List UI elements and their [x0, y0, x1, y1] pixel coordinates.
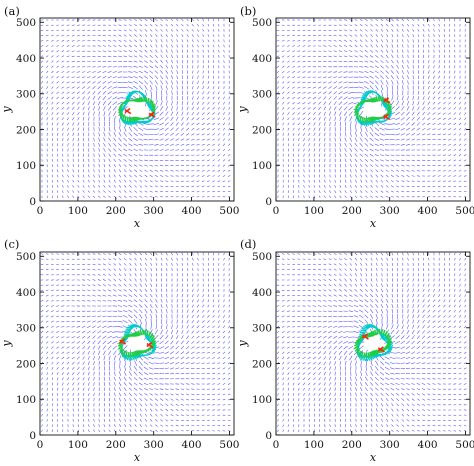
vector-field — [276, 18, 467, 199]
x-axis-label: x — [134, 217, 141, 230]
x-tick-label: 500 — [455, 205, 474, 217]
x-tick-label: 200 — [106, 439, 126, 451]
x-axis-label: x — [370, 217, 377, 230]
plot-frame — [39, 17, 235, 202]
x-tick-label: 200 — [342, 439, 362, 451]
y-tick-label: 0 — [265, 196, 272, 208]
y-tick-label: 0 — [265, 430, 272, 442]
y-axis-label: y — [236, 340, 249, 348]
y-tick-label: 400 — [16, 53, 36, 65]
y-tick-label: 100 — [252, 394, 272, 406]
x-tick-label: 200 — [342, 205, 362, 217]
y-tick-label: 100 — [16, 160, 36, 172]
x-tick-label: 500 — [455, 439, 474, 451]
y-axis-label: y — [0, 340, 13, 348]
plot-frame — [275, 251, 471, 436]
x-tick-label: 100 — [68, 439, 88, 451]
hot-spot-2 — [377, 346, 385, 353]
panel-b: 0 100 200 300 400 500 0 100 200 300 400 500 x y (b) — [236, 4, 474, 230]
x-tick-label: 0 — [273, 439, 280, 451]
panel-label: (a) — [4, 4, 20, 18]
vector-field — [276, 252, 467, 433]
y-tick-label: 0 — [29, 430, 36, 442]
y-tick-label: 400 — [16, 287, 36, 299]
y-tick-label: 300 — [252, 89, 272, 101]
x-tick-label: 100 — [304, 205, 324, 217]
y-axis-label: y — [0, 106, 13, 114]
x-tick-label: 0 — [273, 205, 280, 217]
hot-spot-1 — [119, 338, 127, 345]
y-tick-label: 300 — [16, 89, 36, 101]
x-tick-label: 100 — [68, 205, 88, 217]
y-tick-label: 200 — [16, 124, 36, 136]
x-tick-label: 400 — [182, 439, 202, 451]
y-tick-label: 500 — [16, 251, 36, 263]
panel-c: 0 100 200 300 400 500 0 100 200 300 400 500 x y (c) — [0, 237, 239, 464]
y-tick-label: 400 — [252, 53, 272, 65]
x-tick-label: 0 — [37, 439, 44, 451]
panel-label: (c) — [4, 237, 19, 251]
x-tick-label: 500 — [219, 439, 239, 451]
panel-d: 0 100 200 300 400 500 0 100 200 300 400 500 x y (d) — [236, 237, 474, 464]
y-tick-label: 200 — [252, 124, 272, 136]
y-tick-label: 500 — [252, 251, 272, 263]
x-tick-label: 100 — [304, 439, 324, 451]
y-tick-label: 100 — [252, 160, 272, 172]
y-tick-label: 100 — [16, 394, 36, 406]
panel-a: 0 100 200 300 400 500 0 100 200 300 400 500 x y (a) — [0, 4, 239, 230]
y-tick-label: 500 — [252, 17, 272, 29]
hot-spot-1 — [148, 111, 156, 118]
vector-field — [40, 18, 231, 199]
panel-label: (d) — [240, 237, 256, 251]
y-tick-label: 500 — [16, 17, 36, 29]
y-tick-label: 0 — [29, 196, 36, 208]
y-tick-label: 400 — [252, 287, 272, 299]
x-tick-label: 400 — [182, 205, 202, 217]
y-tick-label: 200 — [252, 358, 272, 370]
plot-frame — [39, 251, 235, 436]
y-axis-label: y — [236, 106, 249, 114]
x-axis-label: x — [370, 451, 377, 464]
y-tick-label: 300 — [16, 323, 36, 335]
x-tick-label: 300 — [380, 439, 400, 451]
hot-spot-2 — [124, 108, 132, 115]
x-tick-label: 200 — [106, 205, 126, 217]
vector-field — [40, 252, 231, 433]
hot-spot-1 — [361, 333, 369, 340]
x-tick-label: 400 — [418, 439, 438, 451]
x-tick-label: 300 — [144, 439, 164, 451]
x-tick-label: 300 — [144, 205, 164, 217]
y-tick-label: 200 — [16, 358, 36, 370]
y-tick-label: 300 — [252, 323, 272, 335]
plot-frame — [275, 17, 471, 202]
x-axis-label: x — [134, 451, 141, 464]
x-tick-label: 500 — [219, 205, 239, 217]
x-tick-label: 400 — [418, 205, 438, 217]
x-tick-label: 300 — [380, 205, 400, 217]
hot-spot-2 — [146, 342, 154, 349]
panel-label: (b) — [240, 4, 256, 18]
hot-spot-2 — [383, 97, 391, 104]
hot-spot-1 — [383, 113, 391, 121]
x-tick-label: 0 — [37, 205, 44, 217]
